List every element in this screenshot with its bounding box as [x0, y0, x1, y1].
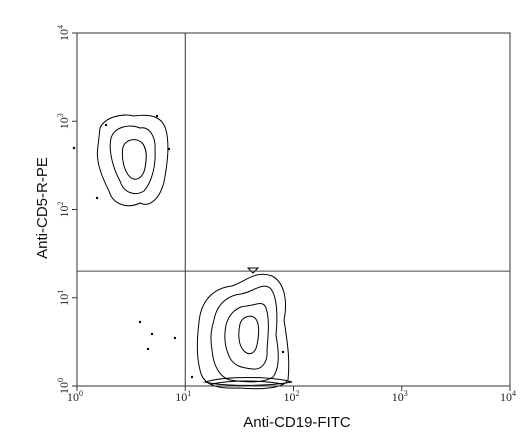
- y-tick-exponent: 1: [56, 290, 65, 294]
- contour-lower-inner: [224, 303, 269, 370]
- x-tick-label: 102: [284, 389, 300, 404]
- plot-frame: [76, 32, 511, 387]
- x-tick-exponent: 4: [512, 389, 516, 398]
- event-dot: [281, 350, 285, 354]
- contour-lower-mid: [210, 285, 279, 383]
- contour-lower-core: [238, 315, 260, 355]
- event-dot: [95, 196, 99, 200]
- event-dot: [155, 114, 159, 118]
- y-tick-exponent: 0: [56, 378, 65, 382]
- y-tick-label: 101: [56, 290, 71, 306]
- scattered-events: [72, 114, 285, 379]
- contour-lower-baseline-1: [203, 377, 293, 386]
- x-axis-label: Anti-CD19-FITC: [243, 414, 351, 431]
- event-dot: [167, 147, 171, 151]
- event-dot: [173, 336, 177, 340]
- event-dot: [146, 347, 150, 351]
- contour-upper-left-mid: [109, 125, 156, 194]
- contour-plot: [96, 114, 293, 390]
- y-axis-label: Anti-CD5-R-PE: [34, 157, 51, 259]
- event-dot: [72, 146, 76, 150]
- x-tick-label: 103: [392, 389, 408, 404]
- y-tick-label: 103: [56, 113, 71, 129]
- x-tick-label: 101: [175, 389, 191, 404]
- contour-upper-left-inner: [121, 139, 147, 180]
- contour-top-spike: [246, 267, 260, 274]
- contour-lower-baseline-2: [211, 380, 283, 385]
- x-tick-label: 104: [500, 389, 516, 404]
- contour-upper-left-outer: [96, 114, 169, 207]
- y-tick-exponent: 4: [56, 25, 65, 29]
- y-tick-label: 104: [56, 25, 71, 41]
- x-tick-exponent: 3: [404, 389, 408, 398]
- event-dot: [138, 320, 142, 324]
- event-dot: [190, 375, 194, 379]
- y-tick-exponent: 2: [56, 202, 65, 206]
- contour-lower-outer: [196, 273, 290, 390]
- x-tick-exponent: 0: [79, 389, 83, 398]
- x-tick-exponent: 1: [187, 389, 191, 398]
- y-tick-label: 102: [56, 202, 71, 218]
- y-tick-exponent: 3: [56, 113, 65, 117]
- y-tick-label: 100: [56, 378, 71, 394]
- x-tick-marks: 100 101 102 103 104: [67, 386, 516, 404]
- event-dot: [150, 332, 154, 336]
- event-dot: [104, 123, 108, 127]
- x-tick-exponent: 2: [296, 389, 300, 398]
